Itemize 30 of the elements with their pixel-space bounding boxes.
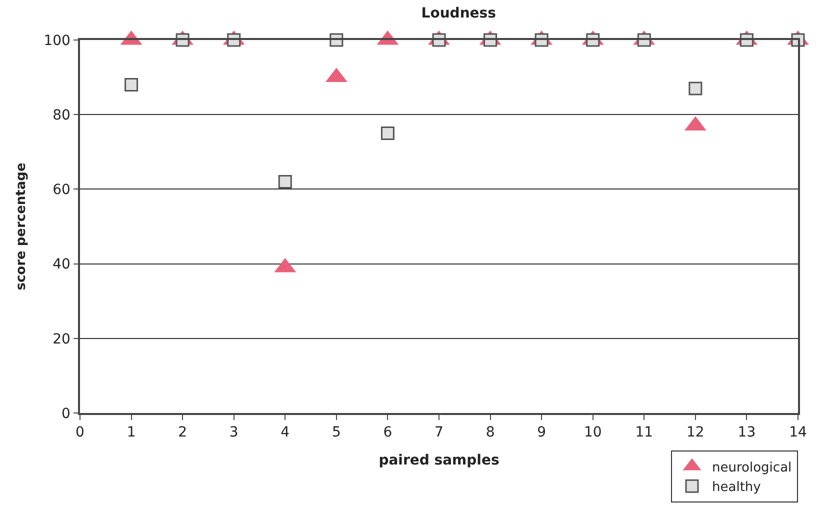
x-tick-label: 14: [789, 424, 807, 441]
legend-label: healthy: [712, 480, 762, 496]
y-tick-label: 80: [52, 108, 70, 124]
y-axis-title: score percentage: [14, 162, 30, 290]
x-tick-label: 0: [76, 424, 84, 441]
x-tick-label: 6: [383, 424, 392, 441]
point: [124, 78, 138, 92]
y-tick-label: 20: [52, 331, 70, 348]
x-tick-label: 3: [229, 424, 238, 441]
point: [380, 126, 394, 140]
y-tick-label: 100: [44, 32, 70, 49]
x-tick-label: 5: [332, 424, 341, 441]
chart-title: Loudness: [421, 6, 496, 22]
x-tick-label: 1: [126, 424, 136, 441]
y-tick-label: 60: [52, 182, 70, 198]
x-tick-label: 13: [738, 424, 756, 441]
point: [688, 82, 702, 96]
x-tick-label: 12: [686, 424, 704, 441]
x-axis-title: paired samples: [378, 452, 500, 468]
legend-label: neurological: [712, 460, 792, 476]
x-tick-label: 2: [178, 424, 188, 441]
x-tick-label: 9: [537, 424, 546, 441]
x-tick-label: 8: [486, 424, 495, 441]
point: [278, 174, 292, 188]
y-tick-label: 0: [62, 406, 70, 422]
y-tick-label: 40: [52, 256, 70, 273]
x-tick-label: 4: [280, 424, 290, 441]
x-tick-label: 10: [584, 424, 602, 441]
x-tick-label: 7: [434, 424, 444, 441]
x-tick-label: 11: [635, 424, 654, 441]
